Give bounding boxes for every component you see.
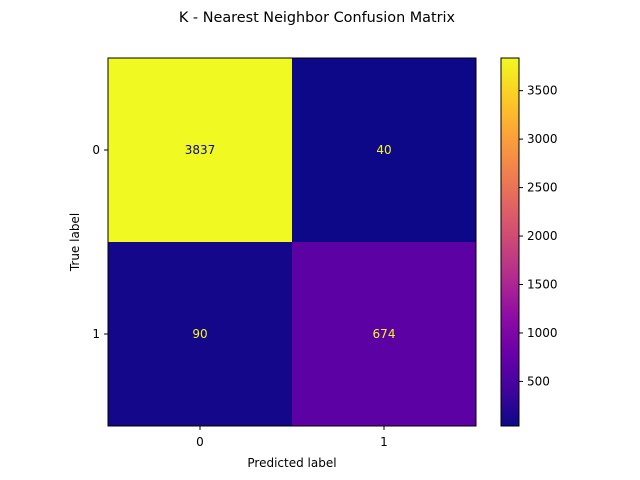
- x-tick-label: 1: [380, 435, 388, 449]
- colorbar: [500, 57, 520, 427]
- colorbar-ticks: 500 1000 1500 2000 2500 3000 3500: [519, 84, 558, 388]
- heatmap-cell: [292, 242, 477, 427]
- cell-value-label: 3837: [185, 143, 216, 157]
- cell-value-label: 40: [376, 143, 391, 157]
- colorbar-tick-label: 1500: [527, 277, 558, 291]
- heatmap-cells: 3837 40 90 674: [108, 58, 477, 427]
- cell-value-label: 90: [192, 327, 207, 341]
- colorbar-tick-label: 3500: [527, 84, 558, 98]
- heatmap-cell: [292, 58, 477, 243]
- colorbar-tick-label: 2500: [527, 181, 558, 195]
- heatmap-cell: [108, 242, 293, 427]
- colorbar-tick-label: 500: [527, 374, 550, 388]
- x-tick-label: 0: [196, 435, 204, 449]
- chart-title: K - Nearest Neighbor Confusion Matrix: [179, 10, 456, 26]
- y-tick-label: 0: [92, 143, 100, 157]
- plot-frame: [107, 57, 477, 427]
- y-axis-label: True label: [68, 213, 82, 272]
- colorbar-tick-label: 1000: [527, 326, 558, 340]
- heatmap-cell: [108, 58, 293, 243]
- colorbar-tick-label: 2000: [527, 229, 558, 243]
- x-axis-label: Predicted label: [247, 456, 336, 470]
- y-tick-label: 1: [92, 327, 100, 341]
- colorbar-tick-label: 3000: [527, 132, 558, 146]
- y-axis-ticks: 01: [92, 143, 108, 341]
- cell-value-label: 674: [373, 327, 396, 341]
